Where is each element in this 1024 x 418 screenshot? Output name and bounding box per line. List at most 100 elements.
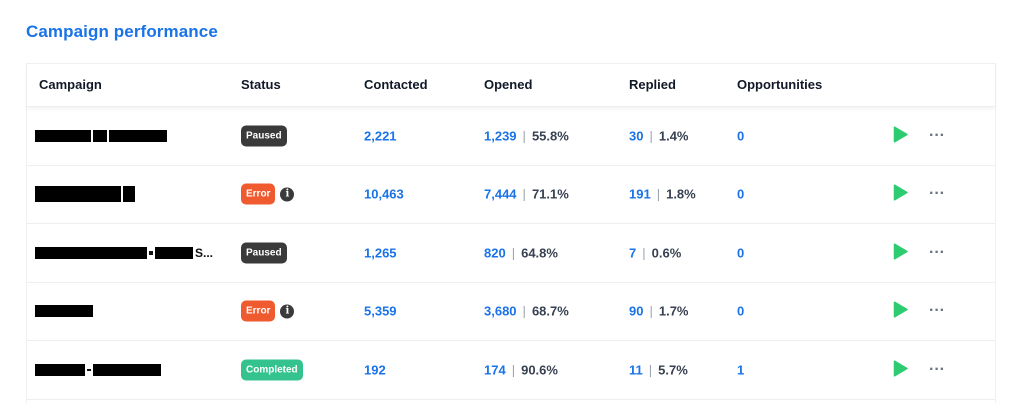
- opened-rate: 90.6%: [521, 362, 558, 378]
- campaign-name[interactable]: [35, 305, 95, 318]
- status-cell: Paused: [241, 125, 287, 147]
- redaction-block: [109, 129, 167, 142]
- play-button[interactable]: [893, 184, 908, 204]
- divider: |: [511, 362, 516, 378]
- divider: |: [522, 128, 526, 144]
- column-header-replied[interactable]: Replied: [629, 77, 676, 92]
- opportunities-cell: 1: [737, 362, 744, 377]
- more-icon[interactable]: ···: [929, 126, 945, 144]
- more-icon[interactable]: ···: [929, 243, 945, 261]
- redaction-block: [35, 246, 147, 259]
- redaction-block: [35, 186, 121, 203]
- column-header-status[interactable]: Status: [241, 77, 281, 92]
- divider: |: [649, 303, 653, 319]
- opportunities-value[interactable]: 0: [737, 128, 745, 144]
- opened-value[interactable]: 3,680: [484, 303, 517, 319]
- column-header-campaign[interactable]: Campaign: [39, 77, 102, 92]
- campaign-name-suffix: S...: [195, 245, 214, 260]
- play-icon[interactable]: [893, 184, 908, 201]
- contacted-value[interactable]: 10,463: [364, 186, 404, 202]
- more-options-button[interactable]: ···: [929, 361, 945, 379]
- more-options-button[interactable]: ···: [929, 127, 945, 145]
- redaction-block: [123, 186, 135, 203]
- page-title: Campaign performance: [26, 22, 218, 41]
- redaction-block: [35, 305, 93, 318]
- replied-value[interactable]: 30: [629, 128, 644, 144]
- table-row[interactable]: Paused 2,221 1,239 | 55.8% 30 | 1.4% 0 ···: [27, 107, 995, 166]
- replied-rate: 1.7%: [658, 303, 689, 319]
- opened-cell: 820 | 64.8%: [484, 245, 558, 260]
- contacted-value[interactable]: 5,359: [364, 303, 397, 319]
- opportunities-value[interactable]: 0: [737, 186, 745, 202]
- more-icon[interactable]: ···: [929, 302, 945, 320]
- redaction-block: [149, 250, 153, 255]
- more-options-button[interactable]: ···: [929, 185, 945, 203]
- opened-cell: 7,444 | 71.1%: [484, 187, 569, 202]
- replied-value[interactable]: 90: [629, 303, 644, 319]
- replied-cell: 30 | 1.4%: [629, 128, 689, 143]
- redaction-block: [35, 363, 85, 376]
- table-row[interactable]: Error i 5,359 3,680 | 68.7% 90 | 1.7% 0 ···: [27, 283, 995, 341]
- play-button[interactable]: [893, 301, 908, 321]
- contacted-value[interactable]: 1,265: [364, 245, 397, 261]
- more-options-button[interactable]: ···: [929, 244, 945, 262]
- status-badge: Completed: [241, 359, 303, 381]
- divider: |: [649, 128, 653, 144]
- divider: |: [642, 245, 646, 261]
- redaction-block: [93, 129, 107, 142]
- campaign-name[interactable]: S...: [35, 246, 213, 260]
- contacted-value[interactable]: 192: [364, 362, 386, 378]
- play-icon[interactable]: [893, 360, 908, 377]
- replied-value[interactable]: 7: [629, 245, 637, 261]
- divider: |: [522, 303, 526, 319]
- play-icon[interactable]: [893, 243, 908, 260]
- contacted-cell: 192: [364, 362, 386, 377]
- contacted-cell: 2,221: [364, 128, 397, 143]
- table-row[interactable]: Completed 192 174 | 90.6% 11 | 5.7% 1 ···: [27, 341, 995, 400]
- play-icon[interactable]: [893, 301, 908, 318]
- campaign-name[interactable]: [35, 186, 137, 203]
- opportunities-value[interactable]: 1: [737, 362, 745, 378]
- replied-cell: 191 | 1.8%: [629, 187, 696, 202]
- opened-value[interactable]: 820: [484, 245, 506, 261]
- replied-value[interactable]: 11: [629, 362, 643, 378]
- status-badge: Error: [241, 183, 276, 205]
- play-button[interactable]: [893, 243, 908, 263]
- opened-rate: 71.1%: [531, 186, 569, 202]
- opportunities-value[interactable]: 0: [737, 245, 745, 261]
- status-cell: Error i: [241, 300, 295, 322]
- replied-value[interactable]: 191: [629, 186, 651, 202]
- redaction-block: [155, 246, 193, 259]
- play-button[interactable]: [893, 126, 908, 146]
- more-icon[interactable]: ···: [929, 360, 945, 378]
- table-body: Paused 2,221 1,239 | 55.8% 30 | 1.4% 0 ···: [27, 107, 995, 400]
- opened-value[interactable]: 174: [484, 362, 506, 378]
- info-icon[interactable]: i: [280, 304, 295, 319]
- more-icon[interactable]: ···: [929, 185, 945, 203]
- more-options-button[interactable]: ···: [929, 302, 945, 320]
- status-badge: Error: [241, 300, 276, 322]
- play-button[interactable]: [893, 360, 908, 380]
- divider: |: [522, 186, 526, 202]
- campaign-name[interactable]: [35, 363, 163, 376]
- column-header-opened[interactable]: Opened: [484, 77, 533, 92]
- opportunities-value[interactable]: 0: [737, 303, 745, 319]
- table-row[interactable]: S... Paused 1,265 820 | 64.8% 7 | 0.6% 0 ···: [27, 224, 995, 283]
- replied-rate: 5.7%: [658, 362, 688, 378]
- contacted-cell: 5,359: [364, 304, 397, 319]
- campaign-name[interactable]: [35, 129, 169, 142]
- opened-value[interactable]: 7,444: [484, 186, 517, 202]
- contacted-value[interactable]: 2,221: [364, 128, 397, 144]
- status-cell: Paused: [241, 242, 287, 264]
- column-header-opportunities[interactable]: Opportunities: [737, 77, 823, 92]
- opened-rate: 68.7%: [531, 303, 569, 319]
- replied-cell: 90 | 1.7%: [629, 304, 689, 319]
- column-header-contacted[interactable]: Contacted: [364, 77, 428, 92]
- opened-rate: 64.8%: [521, 245, 558, 261]
- play-icon[interactable]: [893, 126, 908, 143]
- contacted-cell: 1,265: [364, 245, 397, 260]
- opportunities-cell: 0: [737, 304, 744, 319]
- table-row[interactable]: Error i 10,463 7,444 | 71.1% 191 | 1.8% 0 ··…: [27, 166, 995, 224]
- info-icon[interactable]: i: [280, 187, 295, 202]
- opened-value[interactable]: 1,239: [484, 128, 517, 144]
